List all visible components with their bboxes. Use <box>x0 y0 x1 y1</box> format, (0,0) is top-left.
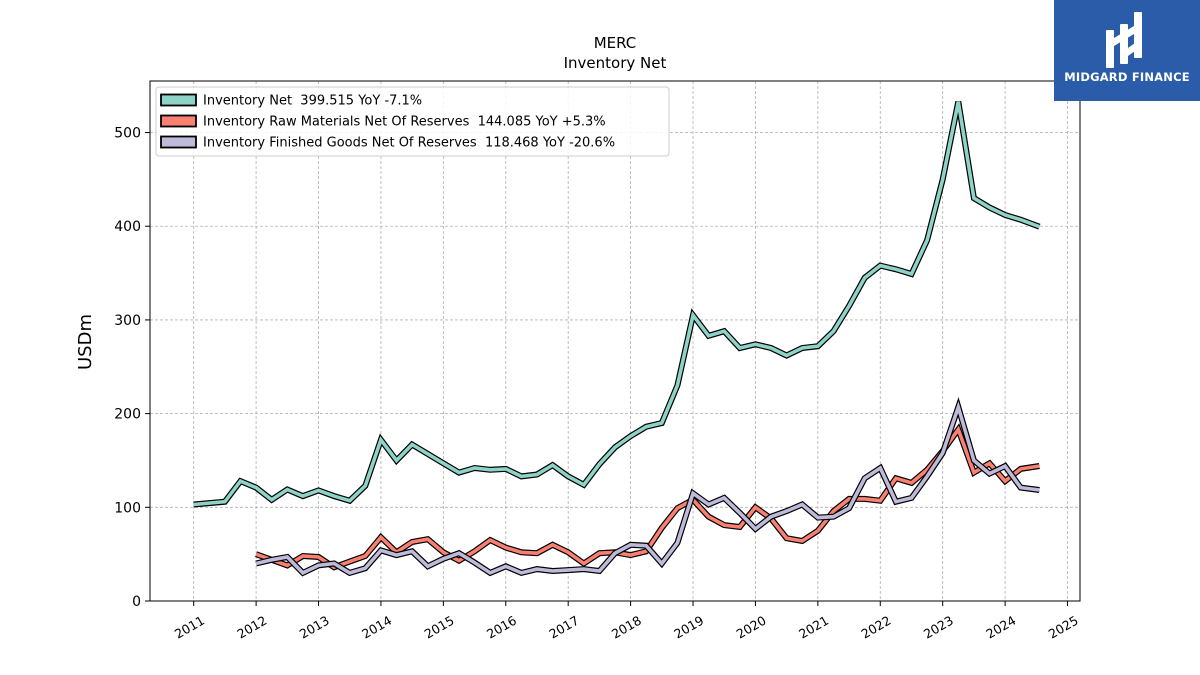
x-tick-label: 2017 <box>546 613 581 642</box>
x-tick-label: 2016 <box>484 613 519 642</box>
x-tick-label: 2012 <box>234 613 269 642</box>
y-tick-label: 500 <box>114 126 141 142</box>
legend-label-1: Inventory Raw Materials Net Of Reserves … <box>203 115 606 130</box>
x-tick-label: 2024 <box>983 613 1018 642</box>
x-tick-label: 2014 <box>359 613 394 642</box>
plot-area-frame <box>149 80 1081 602</box>
x-tick-label: 2015 <box>422 613 457 642</box>
x-tick-label: 2025 <box>1046 613 1081 642</box>
x-tick-label: 2013 <box>297 613 332 642</box>
x-tick-label: 2011 <box>172 613 207 642</box>
y-tick-label: 200 <box>114 407 141 423</box>
series-line-0 <box>193 101 1041 507</box>
legend-box <box>155 86 670 157</box>
x-tick-label: 2021 <box>796 613 831 642</box>
chart-title: MERC <box>594 34 637 52</box>
x-tick-label: 2023 <box>921 613 956 642</box>
x-tick-label: 2018 <box>609 613 644 642</box>
legend-swatch-2 <box>160 135 197 149</box>
legend-swatch-1 <box>160 114 197 128</box>
legend-swatch-0 <box>160 93 197 107</box>
grid-lines <box>150 81 1080 602</box>
midgard-finance-logo: MIDGARD FINANCE <box>1054 0 1200 101</box>
logo-text: MIDGARD FINANCE <box>1064 70 1190 84</box>
y-tick-label: 300 <box>114 313 141 329</box>
y-tick-label: 400 <box>114 219 141 235</box>
series-line-1 <box>255 425 1040 570</box>
x-tick-label: 2020 <box>734 613 769 642</box>
legend: Inventory Net 399.515 YoY -7.1% Inventory… <box>155 86 670 157</box>
series-line-2 <box>255 401 1040 576</box>
y-axis-label: USDm <box>75 314 96 370</box>
x-tick-label: 2022 <box>858 613 893 642</box>
y-tick-label: 100 <box>114 500 141 516</box>
y-tick-label: 0 <box>132 594 141 610</box>
chart-subtitle: Inventory Net <box>564 54 667 72</box>
x-tick-label: 2019 <box>671 613 706 642</box>
legend-label-0: Inventory Net 399.515 YoY -7.1% <box>203 94 422 109</box>
logo-mark-icon <box>1106 12 1142 68</box>
legend-label-2: Inventory Finished Goods Net Of Reserves… <box>203 136 615 151</box>
series-lines <box>193 101 1041 577</box>
